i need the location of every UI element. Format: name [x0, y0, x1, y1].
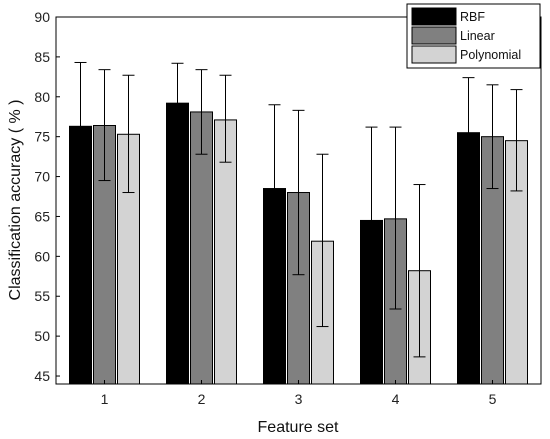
- y-tick-label: 55: [34, 288, 50, 304]
- y-tick-label: 80: [34, 89, 50, 105]
- x-tick-label: 2: [198, 391, 206, 407]
- y-tick-label: 45: [34, 368, 50, 384]
- bars-layer: [69, 102, 528, 385]
- x-tick-label: 5: [489, 391, 497, 407]
- legend-label-linear: Linear: [460, 29, 495, 43]
- bar-rbf-set-5: [457, 132, 480, 385]
- y-tick-label: 75: [34, 129, 50, 145]
- legend-label-rbf: RBF: [460, 10, 485, 24]
- legend: RBF Linear Polynomial: [406, 3, 541, 69]
- bar-rbf-set-3: [263, 188, 286, 385]
- y-tick-label: 60: [34, 248, 50, 264]
- legend-swatch-rbf: [411, 7, 457, 26]
- y-tick-label: 50: [34, 328, 50, 344]
- x-tick-label: 3: [295, 391, 303, 407]
- error-bars-layer: [74, 61, 523, 358]
- y-axis-label: Classification accuracy ( % ): [7, 100, 24, 301]
- legend-swatch-polynomial: [411, 45, 457, 64]
- x-tick-label: 1: [101, 391, 109, 407]
- y-tick-label: 85: [34, 49, 50, 65]
- legend-swatch-linear: [411, 26, 457, 45]
- x-axis-label: Feature set: [258, 419, 339, 436]
- legend-label-polynomial: Polynomial: [460, 48, 521, 62]
- y-tick-label: 65: [34, 208, 50, 224]
- bar-rbf-set-4: [360, 219, 383, 385]
- bar-rbf-set-2: [166, 102, 189, 385]
- y-tick-label: 90: [34, 9, 50, 25]
- x-tick-label: 4: [392, 391, 400, 407]
- y-tick-label: 70: [34, 169, 50, 185]
- bar-rbf-set-1: [69, 125, 92, 385]
